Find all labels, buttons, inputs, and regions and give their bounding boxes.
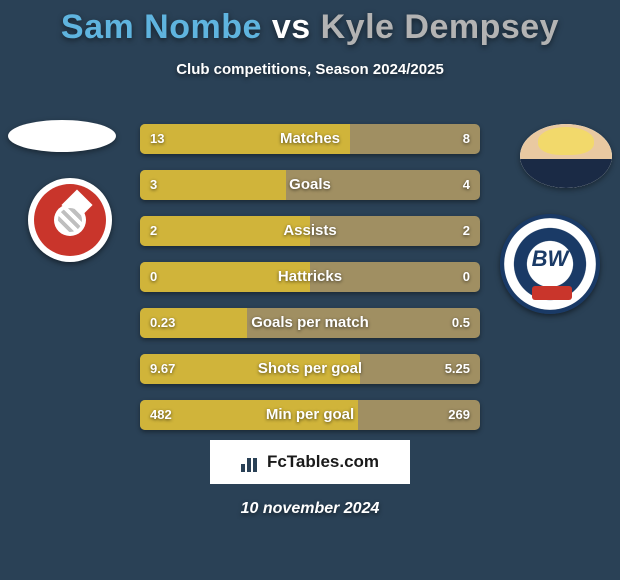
stat-row: Assists2 2 bbox=[140, 216, 480, 246]
stat-value-right: 0 bbox=[463, 262, 470, 292]
stat-value-right: 269 bbox=[448, 400, 470, 430]
club1-badge bbox=[28, 178, 112, 262]
player2-name: Kyle Dempsey bbox=[321, 8, 559, 46]
stat-value-left: 2 bbox=[150, 216, 157, 246]
subtitle: Club competitions, Season 2024/2025 bbox=[0, 61, 620, 78]
stat-label: Matches bbox=[140, 124, 480, 154]
club2-monogram: BW bbox=[504, 246, 596, 272]
stat-value-right: 5.25 bbox=[445, 354, 470, 384]
stat-value-left: 0.23 bbox=[150, 308, 175, 338]
stat-row: Shots per goal9.67 5.25 bbox=[140, 354, 480, 384]
brand-badge: FcTables.com bbox=[210, 440, 410, 484]
club2-badge: BW bbox=[500, 214, 600, 314]
stat-label: Shots per goal bbox=[140, 354, 480, 384]
stat-label: Min per goal bbox=[140, 400, 480, 430]
stat-label: Goals bbox=[140, 170, 480, 200]
stat-value-right: 0.5 bbox=[452, 308, 470, 338]
stat-value-left: 13 bbox=[150, 124, 164, 154]
stat-label: Goals per match bbox=[140, 308, 480, 338]
stat-value-left: 482 bbox=[150, 400, 172, 430]
comparison-title: Sam Nombe vs Kyle Dempsey bbox=[0, 0, 620, 47]
stat-row: Goals3 4 bbox=[140, 170, 480, 200]
vs-text: vs bbox=[272, 8, 311, 46]
stat-value-right: 8 bbox=[463, 124, 470, 154]
player2-avatar bbox=[520, 124, 612, 188]
brand-text: FcTables.com bbox=[267, 452, 379, 472]
stat-row: Goals per match0.23 0.5 bbox=[140, 308, 480, 338]
stat-value-left: 3 bbox=[150, 170, 157, 200]
chart-icon bbox=[241, 452, 261, 472]
stat-label: Hattricks bbox=[140, 262, 480, 292]
stat-row: Hattricks0 0 bbox=[140, 262, 480, 292]
stat-row: Matches13 8 bbox=[140, 124, 480, 154]
stats-table: Matches13 8 Goals3 4 Assists2 2 Hattricks0 0 Goa… bbox=[140, 124, 480, 446]
player1-name: Sam Nombe bbox=[61, 8, 262, 46]
stat-label: Assists bbox=[140, 216, 480, 246]
stat-row: Min per goal482 269 bbox=[140, 400, 480, 430]
stat-value-left: 0 bbox=[150, 262, 157, 292]
footer-date: 10 november 2024 bbox=[0, 500, 620, 518]
stat-value-right: 2 bbox=[463, 216, 470, 246]
stat-value-right: 4 bbox=[463, 170, 470, 200]
stat-value-left: 9.67 bbox=[150, 354, 175, 384]
player1-avatar bbox=[8, 120, 116, 152]
